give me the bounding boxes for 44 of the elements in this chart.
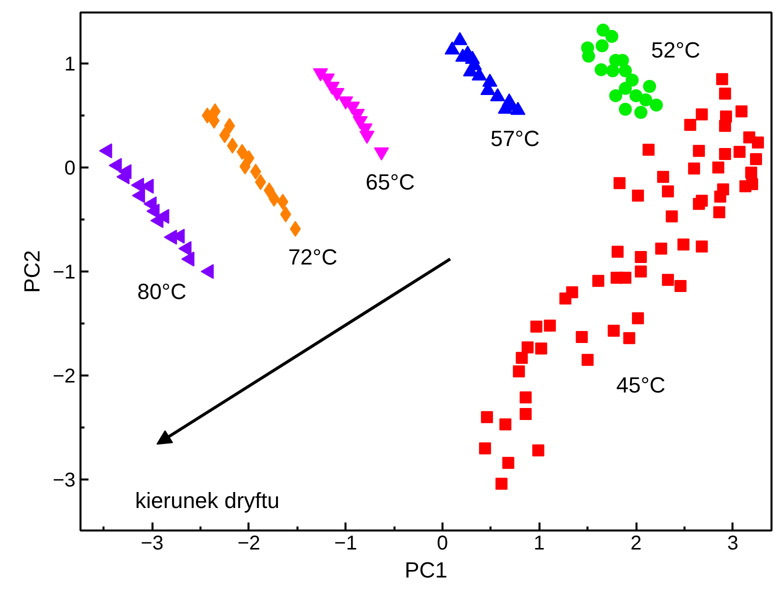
annotation: 80°C xyxy=(137,278,186,304)
point xyxy=(146,204,160,219)
annotation: 52°C xyxy=(651,37,700,62)
annotation: kierunek dryftu xyxy=(135,488,280,513)
point xyxy=(200,264,214,279)
x-axis-title: PC1 xyxy=(404,558,448,582)
point xyxy=(596,24,610,37)
annotation: 72°C xyxy=(288,244,338,270)
x-tick-label: −1 xyxy=(334,532,358,554)
point xyxy=(639,93,652,106)
point xyxy=(605,30,618,43)
x-tick-label: 3 xyxy=(727,532,738,554)
point xyxy=(634,106,648,119)
point xyxy=(618,82,632,95)
point xyxy=(626,74,639,87)
annotation: 57°C xyxy=(490,126,540,151)
y-tick-label: −3 xyxy=(52,470,76,492)
point xyxy=(99,143,112,158)
point xyxy=(643,80,656,93)
point xyxy=(178,241,192,256)
point xyxy=(181,252,194,267)
point xyxy=(618,64,632,78)
point xyxy=(618,102,632,116)
point xyxy=(606,64,620,78)
point xyxy=(132,188,146,204)
x-tick-label: 1 xyxy=(534,532,545,554)
x-tick-label: 2 xyxy=(630,532,642,554)
x-tick-label: −3 xyxy=(140,532,164,554)
x-tick-label: 0 xyxy=(436,532,448,554)
y-tick-label: 1 xyxy=(64,53,76,76)
y-tick-label: −1 xyxy=(52,262,76,284)
point xyxy=(630,89,643,102)
annotation: 65°C xyxy=(366,170,415,195)
point xyxy=(594,63,608,76)
y-axis-title: PC2 xyxy=(20,250,45,293)
point xyxy=(609,89,622,102)
x-tick-label: −2 xyxy=(237,532,260,554)
point xyxy=(582,50,596,63)
point xyxy=(650,98,663,112)
y-tick-label: 0 xyxy=(64,157,76,180)
y-tick-label: −2 xyxy=(52,366,76,388)
point xyxy=(108,158,122,173)
point xyxy=(596,39,609,52)
annotation: 45°C xyxy=(616,372,666,398)
